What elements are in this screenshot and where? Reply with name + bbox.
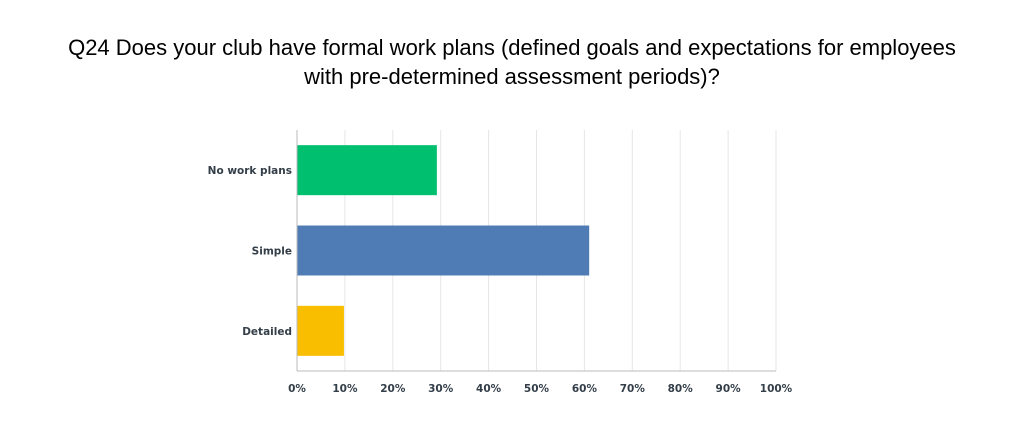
x-tick-label: 10% bbox=[332, 383, 358, 395]
bar bbox=[297, 225, 590, 276]
x-tick-label: 30% bbox=[428, 383, 454, 395]
x-tick-label: 50% bbox=[524, 383, 550, 395]
x-tick-label: 0% bbox=[288, 383, 306, 395]
x-tick-label: 80% bbox=[668, 383, 694, 395]
y-category-label: No work plans bbox=[208, 165, 292, 177]
y-category-label: Simple bbox=[252, 246, 292, 258]
x-tick-label: 20% bbox=[380, 383, 406, 395]
chart-title: Q24 Does your club have formal work plan… bbox=[0, 33, 1024, 91]
chart-title-line-2: with pre-determined assessment periods)? bbox=[304, 64, 720, 89]
chart-title-line-1: Q24 Does your club have formal work plan… bbox=[68, 35, 956, 60]
bars bbox=[297, 145, 590, 356]
x-tick-label: 90% bbox=[716, 383, 742, 395]
x-tick-label: 70% bbox=[620, 383, 646, 395]
x-tick-label: 60% bbox=[572, 383, 598, 395]
bar bbox=[297, 145, 437, 196]
x-tick-label: 100% bbox=[760, 383, 793, 395]
labels: 0% 10% 20% 30% 40% 50% 60% 70% 80% 90% 100% No work… bbox=[208, 165, 793, 395]
bar bbox=[297, 305, 344, 356]
y-category-label: Detailed bbox=[242, 326, 292, 338]
x-tick-label: 40% bbox=[476, 383, 502, 395]
axes bbox=[296, 130, 776, 372]
